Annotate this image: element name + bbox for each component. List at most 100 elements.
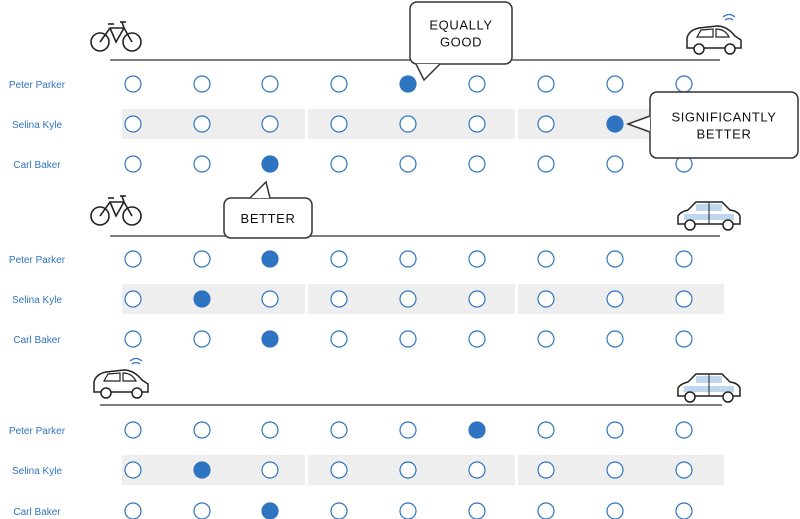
selected-rating-dot[interactable] [193, 290, 211, 308]
rating-option-circle[interactable] [330, 330, 348, 348]
selected-rating-dot[interactable] [261, 502, 279, 519]
rating-option-circle[interactable] [606, 75, 624, 93]
rating-option-circle[interactable] [261, 115, 279, 133]
rating-option-circle[interactable] [124, 115, 142, 133]
rating-option-circle[interactable] [399, 502, 417, 519]
comparison-block-1 [90, 13, 742, 61]
rating-option-circle[interactable] [606, 502, 624, 519]
rating-option-circle[interactable] [399, 115, 417, 133]
rating-option-circle[interactable] [330, 115, 348, 133]
rating-option-circle[interactable] [675, 75, 693, 93]
rating-option-circle[interactable] [537, 155, 555, 173]
speech-bubble: BETTER [223, 180, 313, 239]
rating-option-circle[interactable] [399, 421, 417, 439]
participant-label: Peter Parker [9, 426, 66, 437]
rating-option-circle[interactable] [124, 75, 142, 93]
selected-rating-dot[interactable] [261, 155, 279, 173]
rating-option-circle[interactable] [537, 421, 555, 439]
rating-option-circle[interactable] [606, 290, 624, 308]
rating-option-circle[interactable] [124, 502, 142, 519]
rating-option-circle[interactable] [606, 461, 624, 479]
rating-option-circle[interactable] [537, 250, 555, 268]
rating-option-circle[interactable] [537, 115, 555, 133]
selected-rating-dot[interactable] [261, 330, 279, 348]
rating-option-circle[interactable] [468, 290, 486, 308]
rating-option-circle[interactable] [675, 290, 693, 308]
rating-option-circle[interactable] [537, 75, 555, 93]
rating-option-circle[interactable] [468, 330, 486, 348]
selected-rating-dot[interactable] [193, 461, 211, 479]
rating-option-circle[interactable] [193, 502, 211, 519]
rating-option-circle[interactable] [399, 461, 417, 479]
rating-option-circle[interactable] [193, 330, 211, 348]
rating-option-circle[interactable] [124, 461, 142, 479]
callout-text: GOOD [440, 35, 482, 50]
rating-option-circle[interactable] [468, 155, 486, 173]
rating-option-circle[interactable] [675, 250, 693, 268]
rating-option-circle[interactable] [261, 461, 279, 479]
rating-option-circle[interactable] [193, 421, 211, 439]
rating-option-circle[interactable] [606, 155, 624, 173]
rating-row: Peter Parker [9, 75, 693, 93]
rating-option-circle[interactable] [330, 502, 348, 519]
rating-option-circle[interactable] [537, 330, 555, 348]
rating-row: Carl Baker [13, 155, 693, 173]
rating-option-circle[interactable] [675, 330, 693, 348]
rating-option-circle[interactable] [124, 250, 142, 268]
participant-label: Selina Kyle [12, 120, 62, 131]
rating-rows: Peter Parker Selina Kyle Carl Baker [9, 75, 724, 173]
selected-rating-dot[interactable] [606, 115, 624, 133]
rating-row: Carl Baker [13, 330, 693, 348]
rating-option-circle[interactable] [330, 75, 348, 93]
rating-option-circle[interactable] [261, 75, 279, 93]
rating-option-circle[interactable] [261, 421, 279, 439]
callout-text: BETTER [241, 211, 296, 226]
rating-option-circle[interactable] [537, 461, 555, 479]
rating-option-circle[interactable] [193, 115, 211, 133]
rating-option-circle[interactable] [606, 250, 624, 268]
rating-option-circle[interactable] [606, 421, 624, 439]
rating-option-circle[interactable] [399, 290, 417, 308]
comparison-block-3 [93, 357, 741, 406]
selected-rating-dot[interactable] [399, 75, 417, 93]
participant-label: Carl Baker [13, 335, 61, 346]
rating-option-circle[interactable] [193, 250, 211, 268]
rating-option-circle[interactable] [468, 115, 486, 133]
selected-rating-dot[interactable] [261, 250, 279, 268]
rating-option-circle[interactable] [468, 461, 486, 479]
rating-option-circle[interactable] [330, 290, 348, 308]
rating-option-circle[interactable] [330, 155, 348, 173]
rating-row: Selina Kyle [12, 109, 724, 139]
participant-label: Selina Kyle [12, 466, 62, 477]
rating-option-circle[interactable] [193, 75, 211, 93]
rating-option-circle[interactable] [537, 502, 555, 519]
participant-label: Selina Kyle [12, 295, 62, 306]
rating-option-circle[interactable] [124, 290, 142, 308]
rating-row: Selina Kyle [12, 284, 724, 314]
rating-option-circle[interactable] [261, 290, 279, 308]
rating-option-circle[interactable] [468, 75, 486, 93]
participant-label: Carl Baker [13, 507, 61, 518]
rating-option-circle[interactable] [124, 155, 142, 173]
rating-option-circle[interactable] [399, 330, 417, 348]
rating-option-circle[interactable] [468, 250, 486, 268]
rating-option-circle[interactable] [124, 330, 142, 348]
rating-option-circle[interactable] [399, 155, 417, 173]
rating-option-circle[interactable] [330, 250, 348, 268]
rating-row: Selina Kyle [12, 455, 724, 485]
rating-option-circle[interactable] [675, 461, 693, 479]
rating-option-circle[interactable] [330, 461, 348, 479]
rating-option-circle[interactable] [537, 290, 555, 308]
self-driving-car-icon [686, 13, 742, 55]
rating-option-circle[interactable] [675, 421, 693, 439]
rating-option-circle[interactable] [468, 502, 486, 519]
selected-rating-dot[interactable] [468, 421, 486, 439]
rating-option-circle[interactable] [330, 421, 348, 439]
self-driving-car-icon [93, 357, 149, 399]
rating-option-circle[interactable] [193, 155, 211, 173]
rating-option-circle[interactable] [675, 502, 693, 519]
rating-option-circle[interactable] [606, 330, 624, 348]
rating-option-circle[interactable] [399, 250, 417, 268]
rating-option-circle[interactable] [124, 421, 142, 439]
